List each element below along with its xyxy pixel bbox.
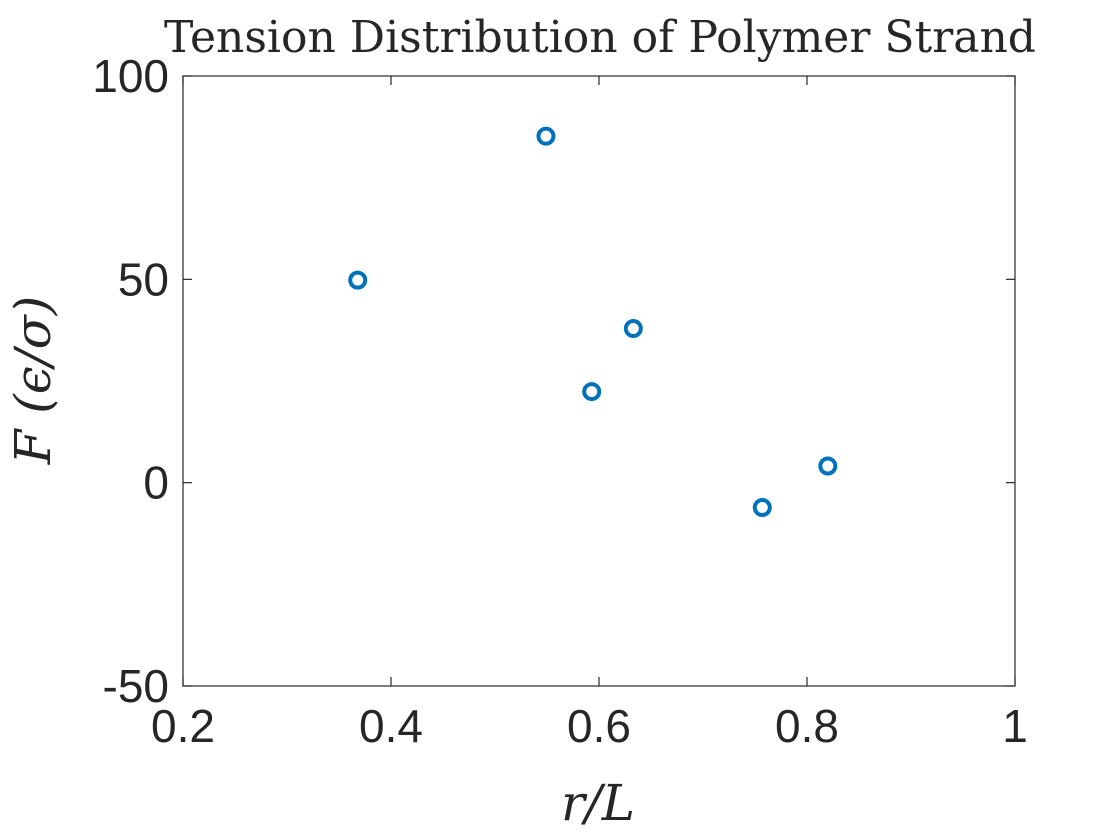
x-tick-label: 1 bbox=[1002, 700, 1028, 752]
x-axis-label: r/L bbox=[561, 774, 635, 832]
data-point bbox=[752, 497, 772, 517]
y-axis-ticks: -50 0 50 100 bbox=[92, 50, 1015, 712]
data-point bbox=[348, 270, 368, 290]
data-point bbox=[623, 319, 643, 339]
y-tick-label: 0 bbox=[143, 457, 169, 509]
x-axis-ticks: 0.2 0.4 0.6 0.8 1 bbox=[151, 76, 1028, 752]
y-tick-label: 50 bbox=[118, 253, 169, 305]
data-point bbox=[536, 126, 556, 146]
plot-area: 0.2 0.4 0.6 0.8 1 -50 0 50 100 bbox=[92, 50, 1028, 752]
y-tick-label: 100 bbox=[92, 50, 169, 102]
y-tick-label: -50 bbox=[103, 660, 169, 712]
data-markers bbox=[348, 126, 838, 517]
data-point bbox=[582, 382, 602, 402]
x-tick-label: 0.4 bbox=[359, 700, 423, 752]
x-tick-label: 0.8 bbox=[775, 700, 839, 752]
x-tick-label: 0.6 bbox=[567, 700, 631, 752]
x-tick-label: 0.2 bbox=[151, 700, 215, 752]
axes-box bbox=[182, 75, 1016, 687]
y-axis-label: F (ϵ/σ) bbox=[4, 296, 62, 466]
data-point bbox=[818, 456, 838, 476]
chart-title: Tension Distribution of Polymer Strand bbox=[164, 12, 1036, 63]
